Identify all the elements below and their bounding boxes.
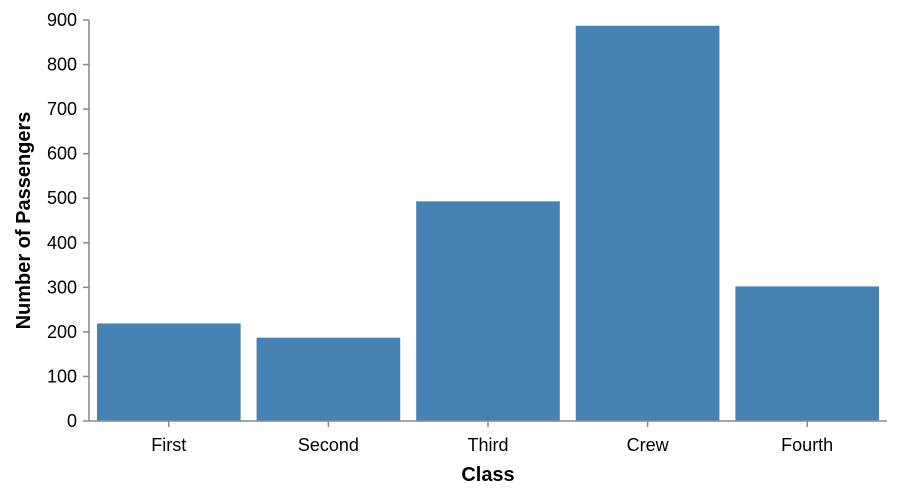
bar-second xyxy=(256,337,401,421)
y-tick-label-900: 900 xyxy=(47,10,77,30)
bar-third xyxy=(416,201,560,421)
x-tick-label-crew: Crew xyxy=(627,435,670,455)
x-axis: First Second Third Crew Fourth xyxy=(89,420,887,455)
y-tick-label-500: 500 xyxy=(47,188,77,208)
bar-first xyxy=(96,323,241,421)
y-tick-label-300: 300 xyxy=(47,277,77,297)
y-axis: 0 100 200 300 400 500 600 700 800 900 xyxy=(47,10,90,431)
y-tick-label-400: 400 xyxy=(47,233,77,253)
y-axis-title: Number of Passengers xyxy=(13,112,35,330)
x-axis-title: Class xyxy=(461,464,514,486)
bars-layer xyxy=(96,25,880,421)
x-tick-label-fourth: Fourth xyxy=(781,435,833,455)
x-tick-label-third: Third xyxy=(467,435,508,455)
x-tick-label-second: Second xyxy=(298,435,359,455)
y-tick-label-600: 600 xyxy=(47,144,77,164)
bar-crew xyxy=(575,25,720,421)
y-tick-label-200: 200 xyxy=(47,322,77,342)
x-tick-label-first: First xyxy=(151,435,186,455)
bar-fourth xyxy=(735,286,880,421)
y-tick-label-800: 800 xyxy=(47,55,77,75)
y-tick-label-100: 100 xyxy=(47,366,77,386)
y-tick-label-0: 0 xyxy=(67,411,77,431)
y-tick-label-700: 700 xyxy=(47,99,77,119)
